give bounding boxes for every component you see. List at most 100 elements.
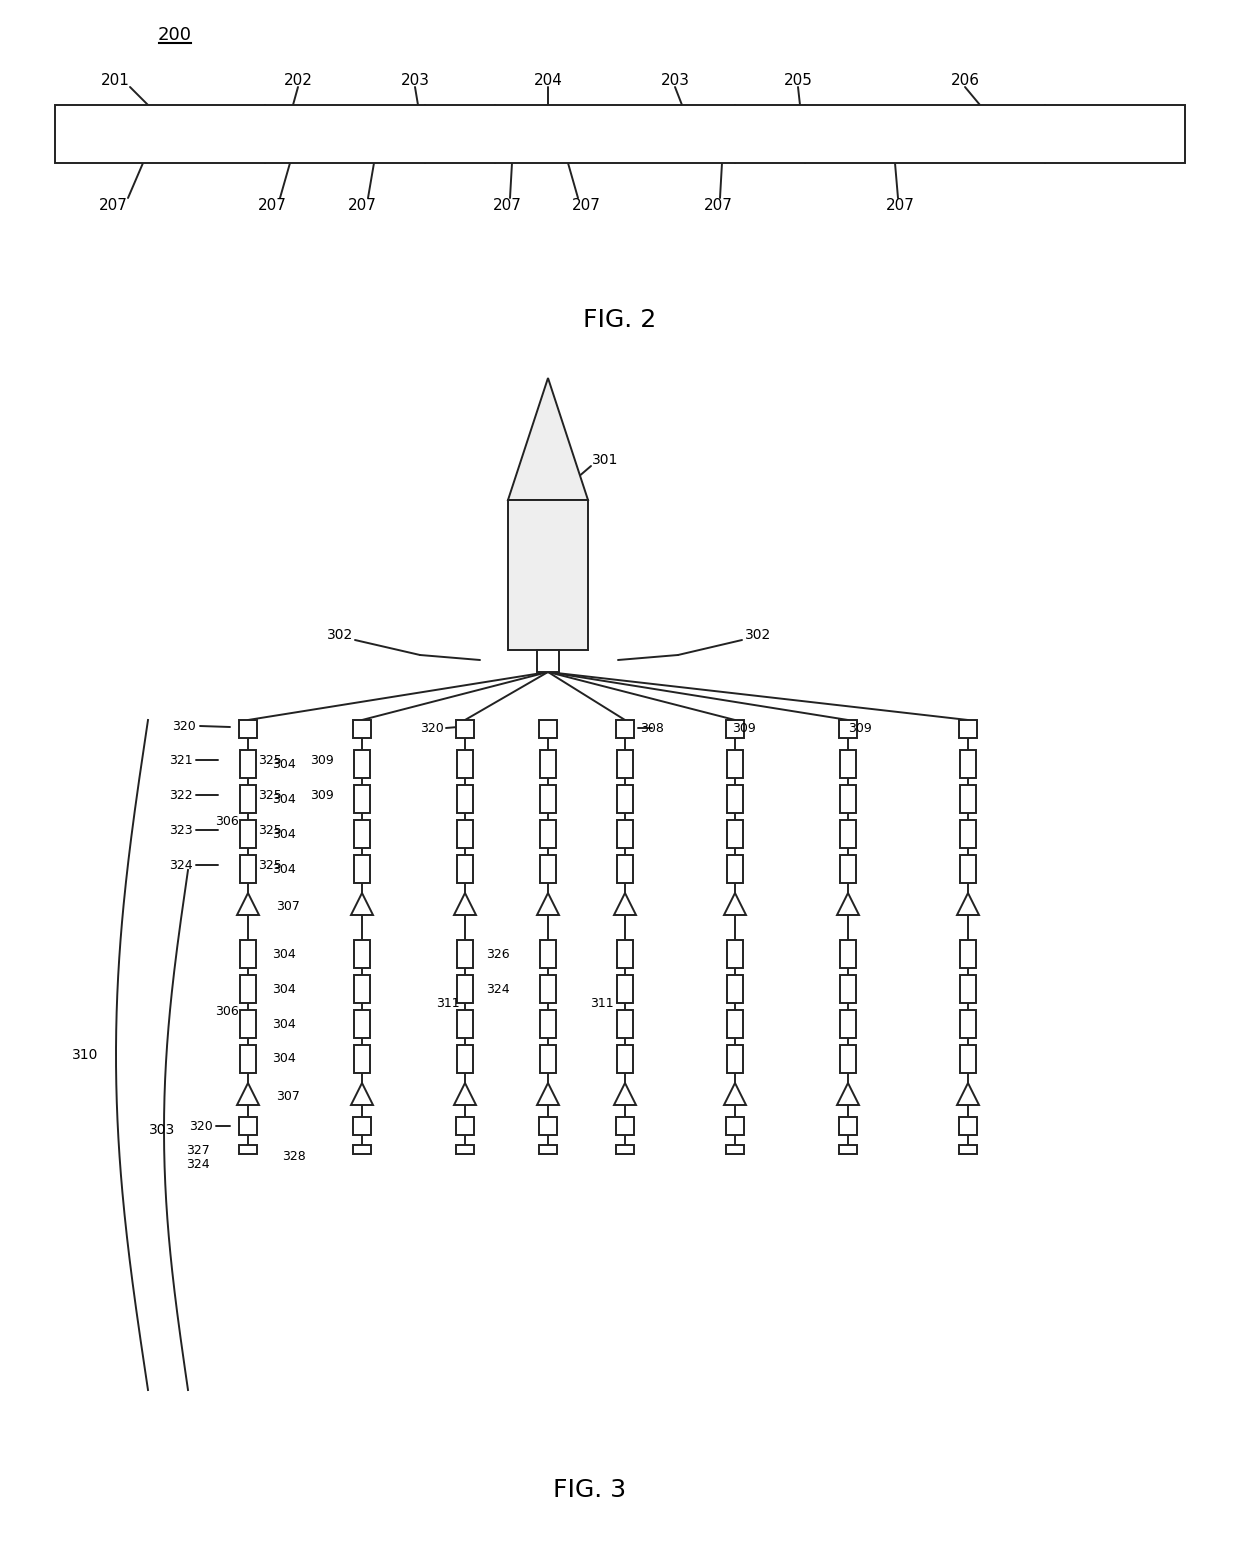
Polygon shape bbox=[957, 894, 980, 915]
Bar bbox=[539, 720, 557, 737]
Bar bbox=[839, 785, 856, 813]
Bar bbox=[959, 1117, 977, 1135]
Bar bbox=[539, 1046, 556, 1073]
Bar bbox=[353, 974, 370, 1004]
Bar bbox=[539, 855, 556, 883]
Text: 303: 303 bbox=[149, 1123, 175, 1137]
Bar bbox=[458, 819, 472, 847]
Polygon shape bbox=[537, 1083, 559, 1104]
Bar bbox=[960, 750, 976, 778]
Text: 304: 304 bbox=[272, 863, 296, 875]
Bar bbox=[353, 1117, 371, 1135]
Text: 203: 203 bbox=[401, 73, 429, 87]
Bar bbox=[839, 750, 856, 778]
Bar bbox=[239, 1117, 257, 1135]
Bar bbox=[727, 819, 743, 847]
Polygon shape bbox=[724, 894, 746, 915]
Bar bbox=[239, 720, 257, 737]
Bar bbox=[539, 819, 556, 847]
Bar bbox=[839, 940, 856, 968]
Polygon shape bbox=[454, 894, 476, 915]
Polygon shape bbox=[837, 1083, 859, 1104]
Text: 320: 320 bbox=[190, 1120, 213, 1132]
Bar bbox=[960, 974, 976, 1004]
Bar bbox=[458, 785, 472, 813]
Text: 206: 206 bbox=[951, 73, 980, 87]
Text: 325: 325 bbox=[258, 753, 281, 767]
Bar bbox=[456, 1145, 474, 1154]
Bar bbox=[725, 1117, 744, 1135]
Text: 311: 311 bbox=[436, 996, 460, 1010]
Polygon shape bbox=[454, 1083, 476, 1104]
Text: FIG. 2: FIG. 2 bbox=[583, 308, 657, 331]
Bar bbox=[618, 974, 632, 1004]
Bar bbox=[241, 785, 255, 813]
Bar bbox=[960, 785, 976, 813]
Text: 309: 309 bbox=[310, 753, 334, 767]
Text: 311: 311 bbox=[590, 996, 614, 1010]
Bar bbox=[616, 1145, 634, 1154]
Bar bbox=[353, 1046, 370, 1073]
Bar bbox=[353, 819, 370, 847]
Text: 327: 327 bbox=[186, 1143, 210, 1157]
Bar bbox=[353, 1010, 370, 1038]
Bar bbox=[616, 720, 634, 737]
Bar bbox=[960, 940, 976, 968]
Bar bbox=[353, 785, 370, 813]
Text: 307: 307 bbox=[277, 900, 300, 912]
Text: 205: 205 bbox=[784, 73, 812, 87]
Bar bbox=[241, 940, 255, 968]
Bar bbox=[727, 785, 743, 813]
Polygon shape bbox=[614, 894, 636, 915]
Text: 326: 326 bbox=[486, 948, 510, 960]
Bar bbox=[458, 1046, 472, 1073]
Text: 207: 207 bbox=[885, 198, 914, 212]
Bar bbox=[539, 940, 556, 968]
Text: 309: 309 bbox=[310, 788, 334, 801]
Bar bbox=[960, 1010, 976, 1038]
Bar bbox=[839, 720, 857, 737]
Bar bbox=[727, 940, 743, 968]
Polygon shape bbox=[508, 378, 588, 500]
Bar bbox=[839, 1145, 857, 1154]
Text: 304: 304 bbox=[272, 1018, 296, 1030]
Text: 304: 304 bbox=[272, 948, 296, 960]
Text: 320: 320 bbox=[420, 722, 444, 734]
Text: 309: 309 bbox=[848, 722, 872, 734]
Bar bbox=[960, 1046, 976, 1073]
Bar bbox=[727, 1010, 743, 1038]
Polygon shape bbox=[351, 1083, 373, 1104]
Bar bbox=[458, 940, 472, 968]
Bar bbox=[725, 720, 744, 737]
Text: 328: 328 bbox=[281, 1151, 306, 1163]
Text: 324: 324 bbox=[186, 1159, 210, 1171]
Bar bbox=[725, 1145, 744, 1154]
Text: 310: 310 bbox=[72, 1049, 98, 1063]
Polygon shape bbox=[237, 1083, 259, 1104]
Bar bbox=[616, 1117, 634, 1135]
Text: 202: 202 bbox=[284, 73, 312, 87]
Text: 304: 304 bbox=[272, 827, 296, 841]
Bar bbox=[456, 720, 474, 737]
Text: 324: 324 bbox=[486, 982, 510, 996]
Bar bbox=[727, 974, 743, 1004]
Bar bbox=[960, 855, 976, 883]
Text: 306: 306 bbox=[215, 815, 239, 829]
Text: 321: 321 bbox=[170, 753, 193, 767]
Bar bbox=[959, 1145, 977, 1154]
Bar bbox=[353, 720, 371, 737]
Bar bbox=[618, 819, 632, 847]
Bar bbox=[458, 750, 472, 778]
Bar bbox=[839, 974, 856, 1004]
Text: 323: 323 bbox=[170, 824, 193, 836]
Bar bbox=[508, 500, 588, 651]
Bar bbox=[539, 1010, 556, 1038]
Bar bbox=[539, 750, 556, 778]
Bar bbox=[539, 1117, 557, 1135]
Text: 320: 320 bbox=[172, 719, 196, 733]
Text: FIG. 3: FIG. 3 bbox=[553, 1478, 626, 1503]
Bar bbox=[241, 974, 255, 1004]
Bar bbox=[458, 1010, 472, 1038]
Polygon shape bbox=[237, 894, 259, 915]
Bar bbox=[839, 1010, 856, 1038]
